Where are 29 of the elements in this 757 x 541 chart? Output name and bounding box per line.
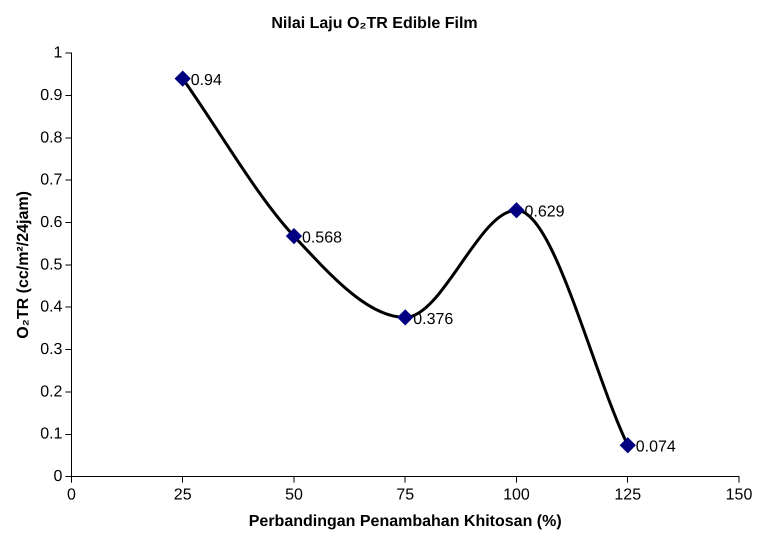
y-tick-label: 0.2 xyxy=(40,383,63,400)
y-tick-label: 0.8 xyxy=(40,129,63,146)
y-tick-label: 0.7 xyxy=(40,172,63,189)
y-tick-label: 1 xyxy=(54,44,63,62)
point xyxy=(175,71,190,86)
x-tick-label: 0 xyxy=(66,486,76,504)
x-tick-label: 150 xyxy=(726,486,752,504)
point xyxy=(620,438,636,453)
data-label: 0.568 xyxy=(302,230,342,247)
y-tick-label: 0.6 xyxy=(40,214,63,231)
y-tick-label: 0.4 xyxy=(40,298,63,316)
y-tick-label: 0.9 xyxy=(40,86,63,104)
point xyxy=(286,228,302,244)
y-axis-title: O₂TR (cc/m²/24jam) xyxy=(15,191,32,339)
x-tick-label: 25 xyxy=(174,486,192,504)
y-tick-label: 0 xyxy=(54,468,63,486)
point xyxy=(398,310,413,325)
point xyxy=(508,202,524,218)
x-tick-label: 75 xyxy=(396,486,414,504)
x-tick-label: 100 xyxy=(503,486,530,504)
x-axis-title: Perbandingan Penambahan Khitosan (%) xyxy=(248,512,562,530)
x-tick-label: 50 xyxy=(285,486,303,504)
chart-title: Nilai Laju O₂TR Edible Film xyxy=(271,15,478,32)
data-label: 0.074 xyxy=(636,438,676,456)
x-tick-label: 125 xyxy=(614,486,642,504)
y-tick-label: 0.5 xyxy=(40,256,63,274)
y-tick-label: 0.3 xyxy=(40,340,63,358)
data-label: 0.94 xyxy=(190,72,222,90)
y-tick-label: 0.1 xyxy=(40,426,63,443)
